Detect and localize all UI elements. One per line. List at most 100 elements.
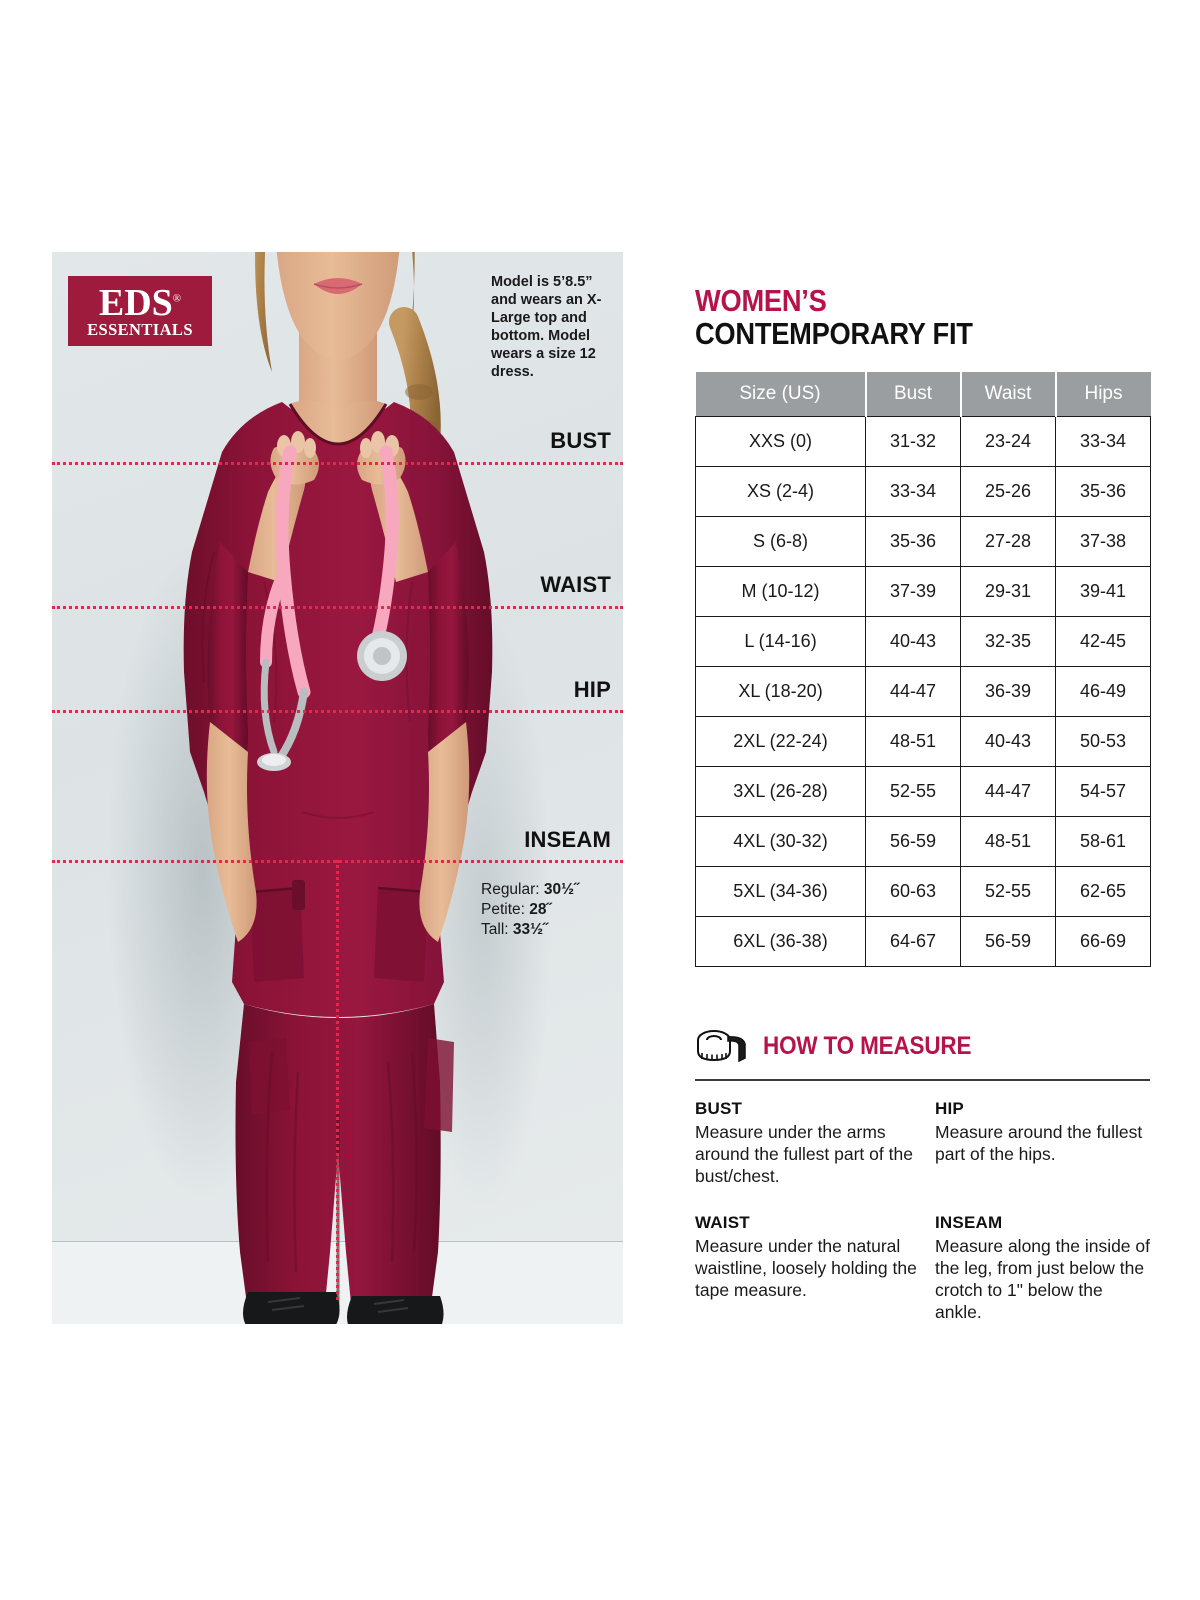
instruction-term-bust: BUST (695, 1098, 743, 1118)
tape-measure-icon (697, 1029, 746, 1063)
measure-instructions-grid: BUST Measure under the arms around the f… (695, 1099, 1150, 1323)
cell-waist: 27-28 (960, 515, 1056, 567)
column-header-bust: Bust (865, 372, 962, 417)
cell-size: S (6-8) (695, 515, 866, 567)
section-divider (695, 1078, 1150, 1081)
logo-secondary-text: ESSENTIALS (87, 319, 193, 339)
cell-hips: 33-34 (1055, 415, 1151, 467)
logo-eds-letters: EDS (98, 281, 173, 324)
cell-size: 4XL (30-32) (695, 815, 866, 867)
cell-waist: 29-31 (960, 565, 1056, 617)
cell-size: 5XL (34-36) (695, 865, 866, 917)
cell-hips: 66-69 (1055, 915, 1151, 967)
table-row: 3XL (26-28) 52-55 44-47 54-57 (695, 765, 1151, 817)
cell-bust: 40-43 (865, 615, 961, 667)
instruction-term-waist: WAIST (695, 1213, 750, 1233)
bust-guide-line (52, 462, 623, 465)
table-row: 5XL (34-36) 60-63 52-55 62-65 (695, 865, 1151, 917)
instruction-waist: WAIST Measure under the natural waistlin… (695, 1213, 935, 1323)
cell-bust: 37-39 (865, 565, 961, 617)
inseam-petite-label: Petite: (481, 901, 525, 919)
table-row: XXS (0) 31-32 23-24 33-34 (695, 415, 1151, 467)
instruction-text-hip: Measure around the fullest part of the h… (935, 1121, 1143, 1165)
inseam-vertical-guide-line (336, 860, 339, 1300)
cell-bust: 64-67 (865, 915, 961, 967)
cell-waist: 44-47 (960, 765, 1056, 817)
waist-guide-label: WAIST (540, 572, 611, 597)
table-row: 4XL (30-32) 56-59 48-51 58-61 (695, 815, 1151, 867)
table-row: XS (2-4) 33-34 25-26 35-36 (695, 465, 1151, 517)
cell-waist: 36-39 (960, 665, 1056, 717)
instruction-text-inseam: Measure along the inside of the leg, fro… (935, 1236, 1150, 1323)
instruction-bust: BUST Measure under the arms around the f… (695, 1099, 935, 1187)
instruction-term-inseam: INSEAM (935, 1213, 1003, 1233)
cell-hips: 42-45 (1055, 615, 1151, 667)
title-womens: WOMEN’S (695, 283, 827, 318)
inseam-length-tall: Tall: 33½˝ (481, 920, 611, 940)
column-header-size: Size (US) (695, 372, 867, 417)
logo-primary-text: EDS® (99, 284, 182, 322)
cell-bust: 48-51 (865, 715, 961, 767)
bust-guide-label: BUST (550, 428, 611, 453)
instruction-inseam: INSEAM Measure along the inside of the l… (935, 1213, 1150, 1323)
title-contemporary-fit: CONTEMPORARY FIT (695, 315, 973, 351)
cell-bust: 31-32 (865, 415, 961, 467)
inseam-petite-value: 28˝ (529, 901, 552, 919)
inseam-tall-label: Tall: (481, 921, 509, 939)
instruction-term-hip: HIP (935, 1098, 964, 1118)
page-title: WOMEN’S CONTEMPORARY FIT (695, 285, 1150, 350)
table-row: 2XL (22-24) 48-51 40-43 50-53 (695, 715, 1151, 767)
inseam-length-petite: Petite: 28˝ (481, 900, 611, 920)
cell-size: L (14-16) (695, 615, 866, 667)
cell-size: M (10-12) (695, 565, 866, 617)
cell-hips: 39-41 (1055, 565, 1151, 617)
instruction-text-bust: Measure under the arms around the fulles… (695, 1121, 913, 1187)
cell-waist: 32-35 (960, 615, 1056, 667)
model-photo-panel: EDS® ESSENTIALS Model is 5’8.5” and wear… (52, 252, 623, 1324)
inseam-tall-value: 33½˝ (512, 921, 549, 939)
cell-bust: 35-36 (865, 515, 961, 567)
cell-bust: 33-34 (865, 465, 961, 517)
model-description-note: Model is 5’8.5” and wears an X-Large top… (491, 274, 602, 380)
column-header-waist: Waist (960, 372, 1057, 417)
cell-hips: 37-38 (1055, 515, 1151, 567)
table-row: S (6-8) 35-36 27-28 37-38 (695, 515, 1151, 567)
cell-bust: 60-63 (865, 865, 961, 917)
waist-guide-line (52, 606, 623, 609)
cell-size: 6XL (36-38) (695, 915, 866, 967)
cell-hips: 50-53 (1055, 715, 1151, 767)
cell-waist: 40-43 (960, 715, 1056, 767)
cell-waist: 56-59 (960, 915, 1056, 967)
cell-waist: 52-55 (960, 865, 1056, 917)
inseam-regular-value: 30½˝ (543, 881, 580, 898)
cell-bust: 44-47 (865, 665, 961, 717)
table-header-row: Size (US) Bust Waist Hips (695, 372, 1151, 417)
inseam-guide-label: INSEAM (524, 827, 611, 852)
how-to-measure-title: HOW TO MEASURE (763, 1032, 972, 1061)
registered-trademark-icon: ® (172, 292, 182, 305)
cell-size: XXS (0) (695, 415, 866, 467)
cell-bust: 52-55 (865, 765, 961, 817)
model-figure (52, 252, 623, 1324)
hip-guide-label: HIP (573, 677, 611, 702)
inseam-regular-label: Regular: (481, 881, 540, 898)
cell-waist: 25-26 (960, 465, 1056, 517)
how-to-measure-header: HOW TO MEASURE (695, 1027, 1150, 1067)
instruction-text-waist: Measure under the natural waistline, loo… (695, 1236, 917, 1301)
size-chart-table: Size (US) Bust Waist Hips XXS (0) 31-32 … (695, 372, 1151, 967)
cell-hips: 46-49 (1055, 665, 1151, 717)
instruction-hip: HIP Measure around the fullest part of t… (935, 1099, 1150, 1187)
cell-hips: 35-36 (1055, 465, 1151, 517)
eds-essentials-logo: EDS® ESSENTIALS (68, 276, 212, 346)
cell-size: XL (18-20) (695, 665, 866, 717)
how-to-measure-section: HOW TO MEASURE BUST Measure under the ar… (695, 1027, 1150, 1323)
inseam-length-regular: Regular: 30½˝ (481, 880, 611, 900)
table-row: 6XL (36-38) 64-67 56-59 66-69 (695, 915, 1151, 967)
table-row: M (10-12) 37-39 29-31 39-41 (695, 565, 1151, 617)
cell-size: 3XL (26-28) (695, 765, 866, 817)
cell-size: 2XL (22-24) (695, 715, 866, 767)
size-information-panel: WOMEN’S CONTEMPORARY FIT Size (US) Bust … (695, 285, 1151, 1323)
cell-bust: 56-59 (865, 815, 961, 867)
cell-hips: 62-65 (1055, 865, 1151, 917)
